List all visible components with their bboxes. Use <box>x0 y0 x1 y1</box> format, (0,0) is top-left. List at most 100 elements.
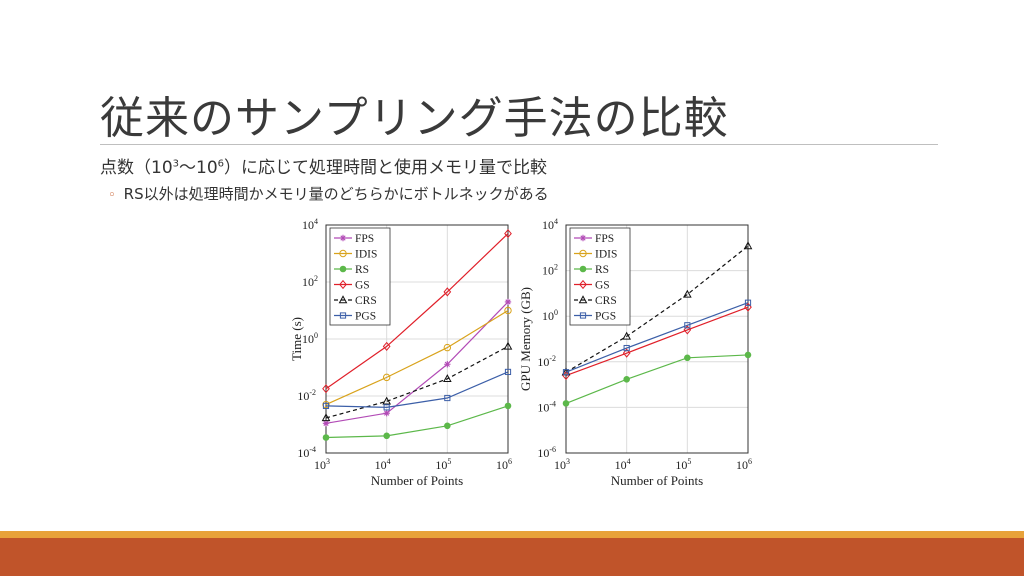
x-axis-label: Number of Points <box>371 473 463 488</box>
data-point-crs <box>682 289 692 298</box>
legend-label-idis: IDIS <box>355 249 377 261</box>
legend-label-pgs: PGS <box>595 311 616 323</box>
legend-marker-pgs <box>339 312 347 319</box>
legend: FPS IDIS RS GS CRS PGS <box>329 227 391 326</box>
legend-marker-pgs <box>579 312 587 319</box>
y-tick-label: 10-2 <box>297 388 316 403</box>
data-point-fps <box>504 298 512 306</box>
series-line-gs <box>565 306 749 377</box>
y-tick-label: 102 <box>542 263 558 278</box>
data-point-fps <box>383 409 390 417</box>
x-tick-label: 103 <box>554 457 570 472</box>
data-point-pgs <box>444 394 451 402</box>
x-tick-label: 104 <box>615 457 631 472</box>
series-line-pgs <box>565 302 749 373</box>
data-point-fps <box>444 361 451 368</box>
series-rs <box>562 351 752 407</box>
legend-marker-gs <box>339 279 347 290</box>
data-point-crs <box>622 331 632 340</box>
legend-box <box>329 227 391 326</box>
legend-label-rs: RS <box>595 264 609 276</box>
series-line-fps <box>325 301 509 424</box>
data-point-gs <box>382 341 391 351</box>
legend: FPS IDIS RS GS CRS PGS <box>569 227 631 326</box>
data-point-rs <box>623 376 630 383</box>
data-point-pgs <box>504 368 512 376</box>
y-tick-label: 100 <box>542 308 558 323</box>
sub-bullet-marker: ◦ <box>108 188 116 203</box>
data-point-pgs <box>744 299 752 306</box>
data-point-gs <box>443 287 452 297</box>
x-tick-label: 105 <box>675 457 691 472</box>
legend-box <box>569 227 631 326</box>
legend-label-crs: CRS <box>355 295 377 307</box>
series-rs <box>322 402 512 441</box>
series-idis <box>322 306 512 409</box>
series-pgs <box>322 368 512 411</box>
data-point-crs <box>382 396 392 405</box>
data-point-rs <box>322 434 330 441</box>
bullet-text-prefix: 点数（10 <box>100 158 173 178</box>
legend-marker-crs <box>578 295 588 304</box>
x-tick-label: 105 <box>435 457 451 472</box>
series-line-crs <box>325 345 509 419</box>
y-tick-label: 10-2 <box>537 354 556 369</box>
data-point-gs <box>504 229 512 239</box>
legend-label-pgs: PGS <box>355 311 376 323</box>
y-axis-label: Time (s) <box>289 317 304 361</box>
data-point-pgs <box>322 402 330 409</box>
y-tick-label: 104 <box>542 217 558 232</box>
data-point-idis <box>322 400 330 409</box>
data-point-pgs <box>623 344 630 352</box>
legend-label-gs: GS <box>595 280 610 292</box>
data-point-pgs <box>562 369 570 376</box>
data-point-fps <box>322 420 330 427</box>
data-point-idis <box>504 306 512 315</box>
memory-chart: 103 104 105 10610-610-410-2100102104Number … <box>518 217 753 488</box>
series-crs <box>321 341 513 422</box>
sub-bullet-text: RS以外は処理時間かメモリ量のどちらかにボトルネックがある <box>123 185 549 203</box>
data-point-idis <box>382 373 391 382</box>
data-point-crs <box>321 413 331 422</box>
data-point-crs <box>743 241 753 250</box>
title-divider <box>100 144 938 145</box>
legend-marker-gs <box>579 279 587 290</box>
data-point-gs <box>622 348 631 358</box>
slide-title: 従来のサンプリング手法の比較 <box>100 93 729 144</box>
legend-label-gs: GS <box>355 280 370 292</box>
data-point-rs <box>383 432 390 440</box>
y-tick-label: 10-4 <box>537 399 556 414</box>
data-point-rs <box>562 400 570 407</box>
legend-label-crs: CRS <box>595 295 617 307</box>
legend-label-idis: IDIS <box>595 249 617 261</box>
series-line-idis <box>325 309 509 406</box>
legend-marker-fps <box>579 234 587 242</box>
y-axis-label: GPU Memory (GB) <box>518 287 533 391</box>
plot-frame <box>565 224 749 454</box>
series-line-crs <box>565 245 749 373</box>
legend-label-rs: RS <box>355 264 369 276</box>
y-tick-label: 104 <box>302 217 318 232</box>
y-tick-label: 10-4 <box>297 445 316 460</box>
series-fps <box>322 298 512 427</box>
data-point-rs <box>744 351 752 359</box>
bullet-text-mid: 〜10 <box>179 158 218 178</box>
data-point-rs <box>444 422 451 430</box>
footer-accent-stripe <box>0 531 1024 538</box>
y-tick-label: 10-6 <box>537 445 556 460</box>
x-tick-label: 106 <box>496 457 512 472</box>
series-line-rs <box>565 354 749 404</box>
data-point-gs <box>683 325 692 335</box>
bullet-text-suffix: ）に応じて処理時間と使用メモリ量で比較 <box>224 158 548 178</box>
bullet-exp-2: 6 <box>217 158 225 170</box>
y-tick-label: 102 <box>302 274 318 289</box>
legend-marker-fps <box>339 234 347 242</box>
data-point-idis <box>443 343 452 352</box>
legend-marker-idis <box>579 249 587 258</box>
legend-marker-idis <box>339 249 347 258</box>
bullet-sub: ◦ RS以外は処理時間かメモリ量のどちらかにボトルネックがある <box>108 183 549 204</box>
bullet-main: 点数（103〜106）に応じて処理時間と使用メモリ量で比較 <box>100 153 547 178</box>
x-axis-label: Number of Points <box>611 473 703 488</box>
series-line-gs <box>325 233 509 390</box>
